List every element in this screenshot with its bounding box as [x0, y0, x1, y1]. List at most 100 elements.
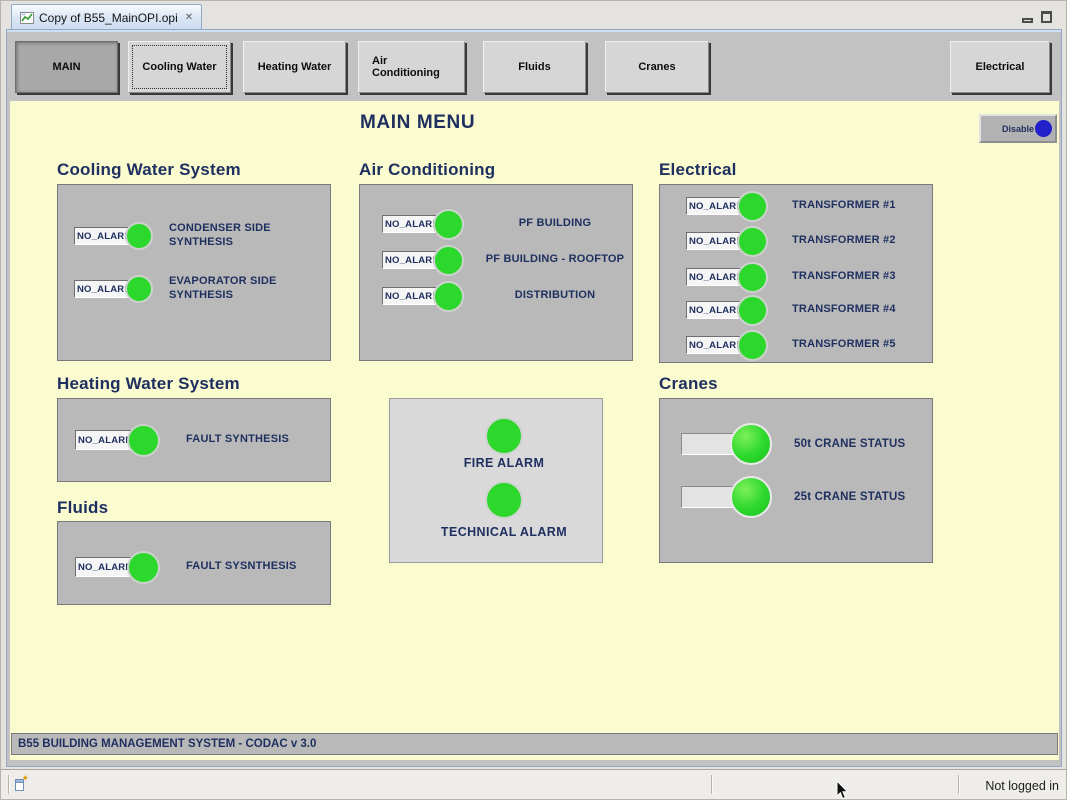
disable-button-label: Disable [1001, 123, 1034, 134]
nav-button-air-conditioning[interactable]: Air Conditioning [358, 41, 465, 93]
alarm-status-field[interactable]: NO_ALARM [382, 287, 440, 305]
sparkle-icon: ✦ [21, 773, 29, 783]
opi-canvas: MAIN MENU Disable Cooling Water System N… [10, 101, 1059, 760]
alarm-status-field[interactable]: NO_ALARM [686, 336, 744, 354]
indicator-label: 50t CRANE STATUS [794, 438, 906, 450]
panel-air-conditioning: NO_ALARM PF BUILDING NO_ALARM PF BUILDIN… [359, 184, 633, 361]
system-banner: B55 BUILDING MANAGEMENT SYSTEM - CODAC v… [11, 733, 1058, 755]
alarm-status-field[interactable]: NO_ALARM [382, 215, 440, 233]
indicator-label: FAULT SYSNTHESIS [186, 560, 297, 573]
green-led-icon [737, 190, 768, 222]
fast-view-icon[interactable]: ✦ [15, 773, 29, 792]
panel-heating-water: NO_ALARM FAULT SYNTHESIS [57, 398, 331, 482]
opi-view-frame: MAIN Cooling Water Heating Water Air Con… [6, 29, 1062, 767]
panel-electrical: NO_ALARM TRANSFORMER #1 NO_ALARM TRANSFO… [659, 184, 933, 363]
panel-cooling-water: NO_ALARM CONDENSER SIDE SYNTHESIS NO_ALA… [57, 184, 331, 361]
alarm-status-field[interactable]: NO_ALARM [686, 301, 744, 319]
green-led-icon [433, 244, 464, 276]
indicator-label: EVAPORATOR SIDE SYNTHESIS [169, 275, 277, 301]
tab-close-icon[interactable]: ✕ [184, 12, 194, 23]
disable-button[interactable]: Disable [979, 114, 1057, 143]
green-led-icon [737, 261, 768, 293]
maximize-icon[interactable] [1041, 11, 1052, 23]
indicator-row: NO_ALARM TRANSFORMER #5 [686, 329, 896, 361]
indicator-row: NO_ALARM TRANSFORMER #4 [686, 294, 896, 326]
nav-button-heating-water[interactable]: Heating Water [243, 41, 346, 93]
indicator-row: NO_ALARM TRANSFORMER #3 [686, 261, 896, 293]
section-heading-electrical: Electrical [659, 160, 737, 179]
alarm-status-field[interactable]: NO_ALARM [74, 280, 132, 298]
indicator-row: NO_ALARM PF BUILDING [382, 208, 644, 240]
alarm-status-field[interactable]: NO_ALARM [382, 251, 440, 269]
alarm-status-field[interactable]: NO_ALARM [686, 232, 744, 250]
alarm-status-field[interactable]: NO_ALARM [686, 268, 744, 286]
green-led-icon [433, 208, 464, 240]
editor-tab-bar: Copy of B55_MainOPI.opi ✕ [1, 1, 1066, 30]
opi-file-icon [20, 11, 34, 24]
technical-alarm-label: TECHNICAL ALARM [440, 525, 568, 539]
indicator-label: PF BUILDING - ROOFTOP [485, 253, 625, 266]
minimize-icon[interactable] [1022, 18, 1033, 23]
indicator-label: TRANSFORMER #2 [792, 234, 896, 247]
nav-button-cooling-water[interactable]: Cooling Water [128, 41, 231, 93]
alarm-status-field[interactable]: NO_ALARM [686, 197, 744, 215]
green-led-icon [125, 275, 153, 303]
green-led-icon [730, 423, 772, 465]
indicator-label: CONDENSER SIDE SYNTHESIS [169, 222, 271, 248]
indicator-label: TRANSFORMER #1 [792, 199, 896, 212]
editor-tab-title: Copy of B55_MainOPI.opi [39, 10, 178, 25]
panel-fluids: NO_ALARM FAULT SYSNTHESIS [57, 521, 331, 605]
panel-cranes: 50t CRANE STATUS 25t CRANE STATUS [659, 398, 933, 563]
status-bar: ✦ Not logged in [1, 769, 1066, 799]
indicator-row: NO_ALARM TRANSFORMER #2 [686, 225, 896, 257]
alarm-status-field[interactable]: NO_ALARM [75, 430, 134, 450]
nav-button-cranes[interactable]: Cranes [605, 41, 709, 93]
statusbar-divider [711, 775, 712, 794]
green-led-icon [127, 550, 160, 584]
indicator-label: TRANSFORMER #5 [792, 338, 896, 351]
fire-alarm-led-icon [485, 417, 523, 455]
indicator-label: TRANSFORMER #4 [792, 303, 896, 316]
navigation-toolbar: MAIN Cooling Water Heating Water Air Con… [9, 34, 1059, 98]
statusbar-divider [958, 775, 959, 794]
technical-alarm-led-icon [485, 481, 523, 519]
indicator-label: TRANSFORMER #3 [792, 270, 896, 283]
login-status: Not logged in [985, 779, 1059, 793]
indicator-label: 25t CRANE STATUS [794, 491, 906, 503]
section-heading-air-conditioning: Air Conditioning [359, 160, 496, 179]
indicator-row: NO_ALARM CONDENSER SIDE SYNTHESIS [74, 221, 304, 251]
fire-alarm-label: FIRE ALARM [463, 456, 545, 470]
view-window-controls [1022, 11, 1052, 23]
alarm-status-field[interactable]: NO_ALARM [75, 557, 134, 577]
green-led-icon [737, 225, 768, 257]
section-heading-heating-water: Heating Water System [57, 374, 240, 393]
section-heading-cranes: Cranes [659, 374, 718, 393]
statusbar-divider [8, 775, 9, 794]
indicator-row: NO_ALARM FAULT SYSNTHESIS [75, 550, 297, 584]
nav-button-main[interactable]: MAIN [15, 41, 118, 93]
section-heading-cooling-water: Cooling Water System [57, 160, 241, 179]
green-led-icon [737, 294, 768, 326]
panel-general-alarms: FIRE ALARM TECHNICAL ALARM [389, 398, 603, 563]
indicator-label: DISTRIBUTION [514, 289, 596, 302]
indicator-label: PF BUILDING [518, 217, 592, 230]
indicator-row: NO_ALARM FAULT SYNTHESIS [75, 423, 290, 457]
disable-indicator-icon [1035, 120, 1052, 137]
green-led-icon [730, 476, 772, 518]
indicator-row: NO_ALARM TRANSFORMER #1 [686, 190, 896, 222]
indicator-label: FAULT SYNTHESIS [186, 433, 290, 446]
nav-button-fluids[interactable]: Fluids [483, 41, 586, 93]
green-led-icon [433, 280, 464, 312]
green-led-icon [125, 222, 153, 250]
nav-button-electrical[interactable]: Electrical [950, 41, 1050, 93]
indicator-row: NO_ALARM EVAPORATOR SIDE SYNTHESIS [74, 274, 304, 304]
section-heading-fluids: Fluids [57, 498, 109, 517]
page-title: MAIN MENU [360, 112, 476, 133]
indicator-row: NO_ALARM DISTRIBUTION [382, 280, 644, 312]
editor-tab[interactable]: Copy of B55_MainOPI.opi ✕ [11, 4, 203, 30]
green-led-icon [737, 329, 768, 361]
green-led-icon [127, 423, 160, 457]
indicator-row: NO_ALARM PF BUILDING - ROOFTOP [382, 244, 644, 276]
alarm-status-field[interactable]: NO_ALARM [74, 227, 132, 245]
